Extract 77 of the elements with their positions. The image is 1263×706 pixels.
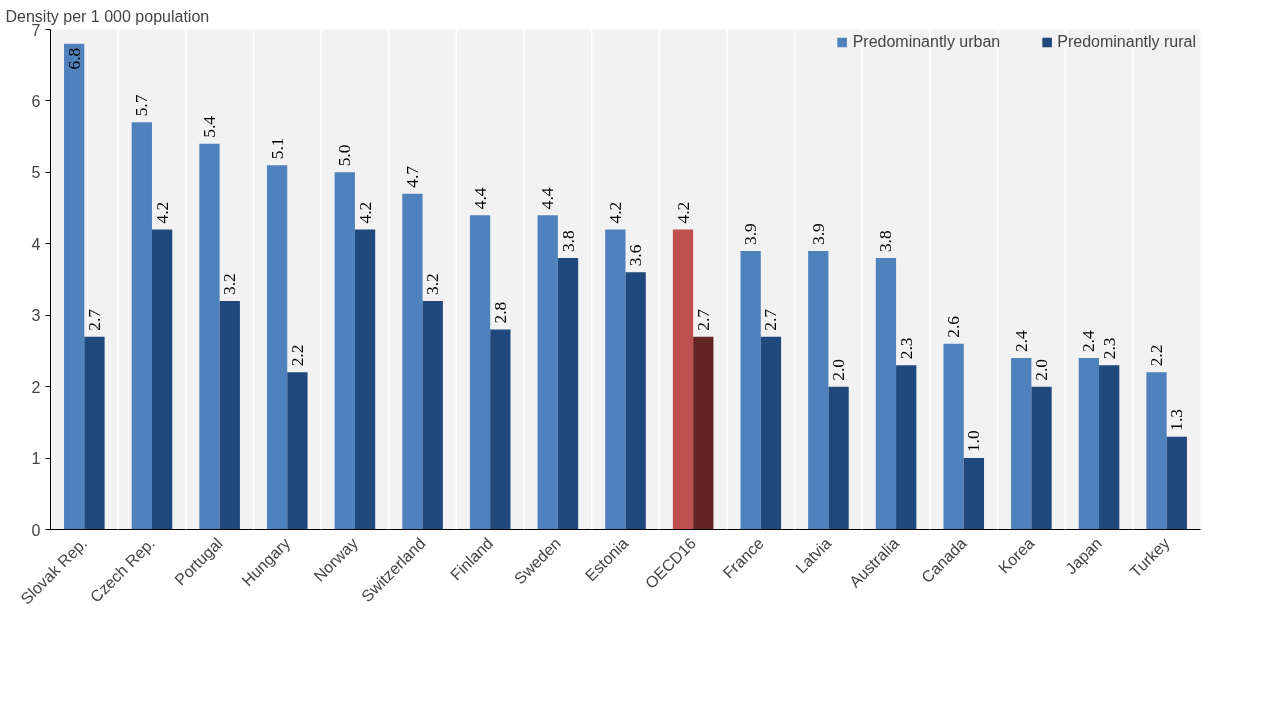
data-label: 2.7	[761, 308, 781, 331]
data-label: 3.2	[423, 273, 443, 295]
bar	[963, 458, 985, 530]
y-tick-label: 2	[31, 378, 41, 396]
data-label: 4.2	[355, 201, 375, 224]
data-label: 2.2	[1147, 344, 1167, 367]
y-tick-label: 5	[31, 164, 41, 182]
data-label: 3.9	[808, 223, 828, 245]
data-label: 4.2	[605, 201, 625, 224]
legend-label: Predominantly rural	[1057, 33, 1196, 51]
y-tick-label: 1	[31, 450, 41, 468]
data-label: 3.2	[220, 273, 240, 295]
data-label: 2.8	[490, 301, 510, 324]
data-label: 4.4	[538, 187, 558, 210]
data-label: 3.6	[626, 244, 646, 267]
y-tick-label: 3	[31, 307, 41, 325]
bar	[1166, 436, 1187, 530]
bar	[469, 215, 491, 530]
bar	[828, 386, 849, 530]
y-tick-label: 4	[31, 235, 41, 253]
bar	[740, 250, 761, 530]
bar	[672, 229, 694, 530]
data-label: 5.4	[199, 115, 219, 138]
data-label: 2.4	[1079, 330, 1099, 353]
bar	[693, 336, 714, 530]
data-label: 2.7	[84, 308, 104, 331]
data-label: 3.8	[558, 230, 578, 253]
data-label: 6.8	[64, 47, 84, 70]
bar	[1146, 372, 1167, 530]
bar	[605, 229, 626, 530]
bar	[896, 365, 917, 530]
bar	[875, 258, 897, 530]
bar	[1011, 358, 1032, 530]
data-label: 2.6	[944, 315, 964, 338]
data-label: 4.2	[152, 201, 172, 224]
bar	[219, 300, 240, 530]
data-label: 5.0	[335, 144, 355, 167]
data-label: 5.1	[267, 137, 287, 160]
data-label: 4.2	[673, 201, 693, 224]
bar	[334, 172, 355, 530]
bar	[625, 272, 646, 530]
bar	[1099, 365, 1120, 530]
bar	[490, 329, 511, 530]
data-label: 4.7	[402, 165, 422, 188]
bar	[422, 300, 443, 530]
data-label: 2.3	[896, 337, 916, 360]
data-label: 2.2	[287, 344, 307, 367]
data-label: 3.9	[741, 223, 761, 245]
data-label: 3.8	[876, 230, 896, 253]
data-label: 4.4	[470, 187, 490, 210]
bar	[537, 215, 558, 530]
data-label: 2.0	[1032, 358, 1052, 381]
legend-label: Predominantly urban	[852, 33, 1001, 51]
bar	[64, 43, 85, 530]
y-tick-label: 0	[31, 521, 41, 539]
bar	[354, 229, 376, 530]
bar	[287, 372, 308, 530]
bar	[1078, 358, 1100, 530]
bar	[84, 336, 105, 530]
data-label: 2.3	[1099, 337, 1119, 360]
data-label: 1.0	[964, 430, 984, 453]
bar	[943, 343, 964, 530]
bar	[131, 122, 152, 530]
bar	[808, 250, 829, 530]
data-label: 5.7	[132, 94, 152, 117]
bar	[266, 165, 288, 530]
bar	[402, 193, 423, 530]
data-label: 1.3	[1167, 408, 1187, 431]
bar	[151, 229, 173, 530]
data-label: 2.7	[693, 308, 713, 331]
data-label: 2.4	[1011, 330, 1031, 353]
bar	[557, 258, 579, 530]
y-tick-label: 6	[31, 92, 41, 110]
bar	[1031, 386, 1052, 530]
bar	[760, 336, 782, 530]
bar	[199, 143, 220, 530]
data-label: 2.0	[829, 358, 849, 381]
